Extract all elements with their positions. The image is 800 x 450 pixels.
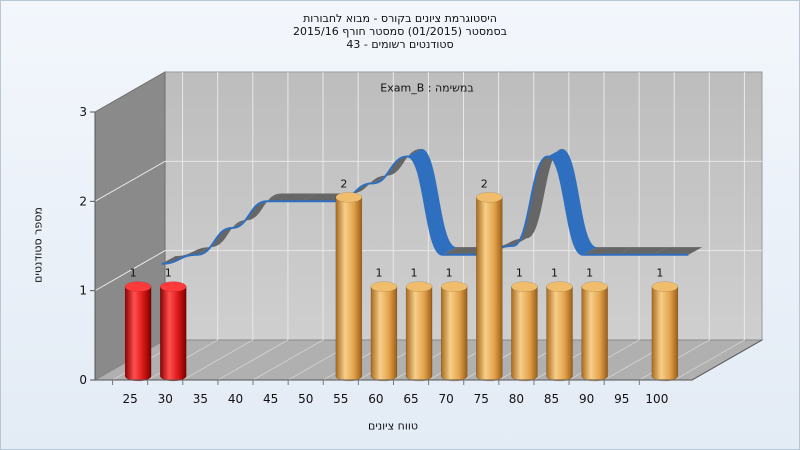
- x-tick-label: 60: [368, 392, 383, 406]
- x-tick-label: 90: [579, 392, 594, 406]
- grid-line-floor: [674, 339, 745, 381]
- histogram-bar-body: [370, 286, 398, 382]
- histogram-bar-top: [511, 281, 538, 292]
- y-tick-label: 3: [79, 105, 87, 119]
- chart-title-line-2: בסמסטר (01/2015) סמסטר חורף 2015/16: [293, 25, 507, 38]
- x-tick-label: 70: [439, 392, 454, 406]
- y-axis-label: מספר סטודנטים: [31, 207, 45, 283]
- histogram-bar: [546, 281, 573, 382]
- histogram-bar-top: [405, 281, 433, 292]
- histogram-bar-body: [651, 286, 679, 382]
- histogram-bar-body: [476, 197, 503, 382]
- bar-data-label: 1: [446, 267, 453, 280]
- distribution-curve-segment: [653, 247, 703, 255]
- histogram-bar: [335, 192, 363, 382]
- histogram-bar: [159, 281, 187, 382]
- bar-data-label: 1: [516, 267, 523, 280]
- histogram-bar: [440, 281, 468, 382]
- x-tick-label: 80: [509, 392, 524, 406]
- histogram-bar: [124, 281, 152, 382]
- histogram-bar: [405, 281, 433, 382]
- histogram-bar: [476, 192, 503, 382]
- histogram-bar-body: [511, 286, 538, 382]
- histogram-bar-body: [124, 286, 152, 382]
- histogram-bar: [651, 281, 679, 382]
- histogram-bar-top: [440, 281, 468, 292]
- x-tick-label: 35: [193, 392, 208, 406]
- bar-data-label: 2: [481, 177, 488, 190]
- grid-line-horizontal: [94, 250, 762, 292]
- histogram-bar-top: [651, 281, 679, 292]
- distribution-curve-edge: [161, 155, 689, 265]
- histogram-bar-body: [440, 286, 468, 382]
- histogram-bar-body: [405, 286, 433, 382]
- distribution-curve-segment: [583, 247, 633, 255]
- histogram-bar: [370, 281, 398, 382]
- grid-line-floor: [217, 339, 289, 381]
- x-tick-label: 95: [614, 392, 629, 406]
- y-tick-label: 0: [79, 373, 87, 387]
- x-tick-label: 40: [228, 392, 243, 406]
- bar-data-label: 1: [165, 267, 172, 280]
- histogram-bar-body: [159, 286, 187, 382]
- histogram-bar-body: [581, 286, 608, 382]
- chart-title-line-3: סטודנטים רשומים - 43: [346, 38, 454, 51]
- histogram-bar: [581, 281, 608, 382]
- bar-data-label: 1: [411, 267, 418, 280]
- histogram-bar-body: [546, 286, 573, 382]
- y-tick-label: 1: [79, 284, 87, 298]
- histogram-bar-body: [335, 197, 363, 382]
- task-annotation: במשימה : Exam_B: [380, 81, 474, 95]
- x-axis-label: טווח ציונים: [368, 419, 418, 433]
- histogram-bar-top: [159, 281, 187, 292]
- distribution-curve-segment: [618, 247, 668, 255]
- distribution-curve-segment: [231, 193, 281, 228]
- histogram-bar: [511, 281, 538, 382]
- distribution-curve-segment: [266, 193, 317, 202]
- x-tick-label: 30: [158, 392, 173, 406]
- histogram-bar-top: [546, 281, 573, 292]
- histogram-bar-top: [370, 281, 398, 292]
- grid-line-floor: [252, 339, 324, 381]
- x-tick-label: 55: [333, 392, 348, 406]
- bar-data-label: 1: [656, 267, 663, 280]
- bar-data-label: 1: [586, 267, 593, 280]
- histogram-bar-top: [124, 281, 152, 292]
- bar-data-label: 1: [375, 267, 382, 280]
- x-tick-label: 50: [298, 392, 313, 406]
- histogram-bar-top: [581, 281, 608, 292]
- grid-line-floor: [182, 339, 254, 381]
- distribution-curve-segment: [196, 220, 246, 255]
- y-tick-label: 2: [79, 194, 87, 208]
- x-tick-label: 25: [122, 392, 137, 406]
- histogram-bar-top: [476, 192, 503, 203]
- x-tick-label: 75: [474, 392, 489, 406]
- floor-edge: [691, 339, 763, 381]
- x-tick-label: 85: [544, 392, 559, 406]
- x-tick-label: 45: [263, 392, 278, 406]
- x-tick-label: 65: [403, 392, 418, 406]
- distribution-curve-segment: [372, 148, 422, 184]
- bar-data-label: 2: [340, 177, 347, 190]
- bar-data-label: 1: [130, 267, 137, 280]
- bar-data-label: 1: [551, 267, 558, 280]
- chart-title-line-1: היסטוגרמת ציונים בקורס - מבוא לחבורות: [303, 12, 497, 25]
- x-tick-label: 100: [645, 392, 668, 406]
- histogram-bar-top: [335, 192, 363, 203]
- distribution-curve-segment: [512, 148, 562, 246]
